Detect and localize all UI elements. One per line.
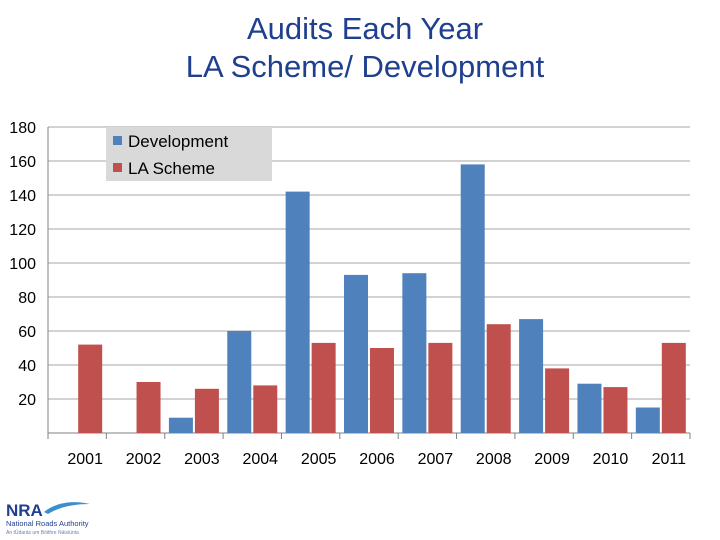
y-tick-label: 180 — [9, 120, 36, 137]
legend-box — [106, 127, 272, 181]
legend-swatch — [113, 136, 122, 145]
bar-development — [460, 164, 485, 433]
x-tick-label: 2001 — [67, 451, 103, 468]
bar-development — [519, 319, 544, 433]
x-tick-label: 2011 — [652, 451, 687, 468]
legend-label: LA Scheme — [128, 159, 215, 178]
y-tick-label: 140 — [9, 188, 36, 205]
logo-swoosh — [44, 502, 90, 514]
x-tick-label: 2008 — [476, 451, 512, 468]
y-tick-label: 80 — [18, 290, 36, 307]
bar-la-scheme — [78, 344, 103, 433]
bar-la-scheme — [370, 348, 394, 433]
bar-development — [285, 191, 310, 433]
bar-la-scheme — [428, 342, 453, 433]
bar-la-scheme — [486, 324, 511, 433]
y-tick-label: 20 — [18, 392, 36, 409]
x-tick-label: 2006 — [359, 451, 395, 468]
bar-la-scheme — [545, 368, 570, 433]
chart-title-block: Audits Each Year LA Scheme/ Development — [0, 10, 720, 86]
logo-mark: NRA — [6, 501, 43, 520]
bar-la-scheme — [311, 342, 336, 433]
bar-development — [227, 331, 252, 433]
x-tick-label: 2009 — [534, 451, 570, 468]
chart-subtitle: LA Scheme/ Development — [185, 49, 545, 84]
x-tick-label: 2002 — [126, 451, 162, 468]
x-tick-label: 2010 — [593, 451, 629, 468]
y-tick-label: 60 — [18, 324, 36, 341]
legend-swatch — [113, 163, 122, 172]
x-tick-label: 2005 — [301, 451, 337, 468]
logo-name: National Roads Authority — [6, 519, 89, 528]
bar-development — [402, 273, 427, 433]
y-tick-label: 100 — [9, 256, 36, 273]
bar-la-scheme — [253, 385, 278, 433]
bar-development — [577, 383, 602, 433]
bar-development — [635, 407, 660, 433]
x-tick-label: 2007 — [418, 451, 454, 468]
bar-la-scheme — [194, 388, 219, 433]
logo-tagline: An tÚdarás um Bóithre Náisiúnta — [6, 529, 79, 536]
y-tick-label: 160 — [9, 154, 36, 171]
y-tick-label: 120 — [9, 222, 36, 239]
bar-la-scheme — [136, 382, 161, 433]
legend-label: Development — [128, 132, 228, 151]
nra-logo: NRA National Roads Authority An tÚdarás … — [6, 501, 90, 536]
y-tick-label: 40 — [18, 358, 36, 375]
bar-la-scheme — [603, 387, 628, 433]
bar-la-scheme — [661, 342, 686, 433]
x-tick-label: 2004 — [242, 451, 278, 468]
bar-development — [344, 274, 368, 433]
x-tick-label: 2003 — [184, 451, 220, 468]
bar-development — [168, 417, 193, 433]
chart-title: Audits Each Year — [246, 11, 484, 46]
